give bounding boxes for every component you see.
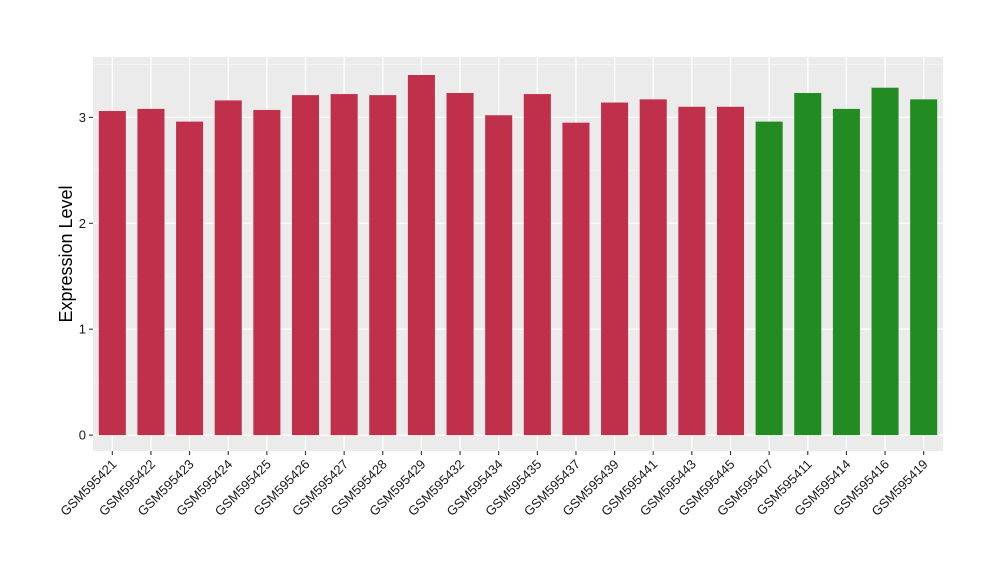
y-tick-label: 0 <box>79 428 86 443</box>
bar-GSM595424 <box>214 100 242 436</box>
bar-GSM595429 <box>407 75 435 436</box>
bar-GSM595407 <box>755 121 783 436</box>
y-tick-label: 1 <box>79 322 86 337</box>
bars <box>98 75 938 436</box>
bar-GSM595434 <box>485 115 513 436</box>
bar-GSM595414 <box>832 108 860 436</box>
bar-GSM595421 <box>98 111 126 436</box>
bar-GSM595423 <box>176 121 204 436</box>
bar-GSM595416 <box>871 87 899 436</box>
x-axis: GSM595421GSM595422GSM595423GSM595424GSM5… <box>57 451 931 519</box>
bar-GSM595435 <box>523 94 551 436</box>
bar-GSM595432 <box>446 93 474 436</box>
bar-GSM595439 <box>601 102 629 436</box>
y-axis: 0 1 2 3 <box>79 110 93 443</box>
bar-GSM595443 <box>678 106 706 436</box>
bar-GSM595428 <box>369 95 397 436</box>
bar-GSM595445 <box>716 106 745 436</box>
bar-GSM595437 <box>562 122 590 436</box>
bar-GSM595425 <box>253 109 281 436</box>
y-tick-label: 2 <box>79 216 86 231</box>
bar-GSM595427 <box>330 94 358 436</box>
bar-GSM595426 <box>291 95 320 436</box>
bar-GSM595441 <box>639 99 667 436</box>
bar-GSM595411 <box>794 93 822 436</box>
y-tick-label: 3 <box>79 110 86 125</box>
bar-GSM595422 <box>137 108 165 436</box>
y-axis-title: Expression Level <box>56 185 76 322</box>
bar-GSM595419 <box>910 99 938 436</box>
